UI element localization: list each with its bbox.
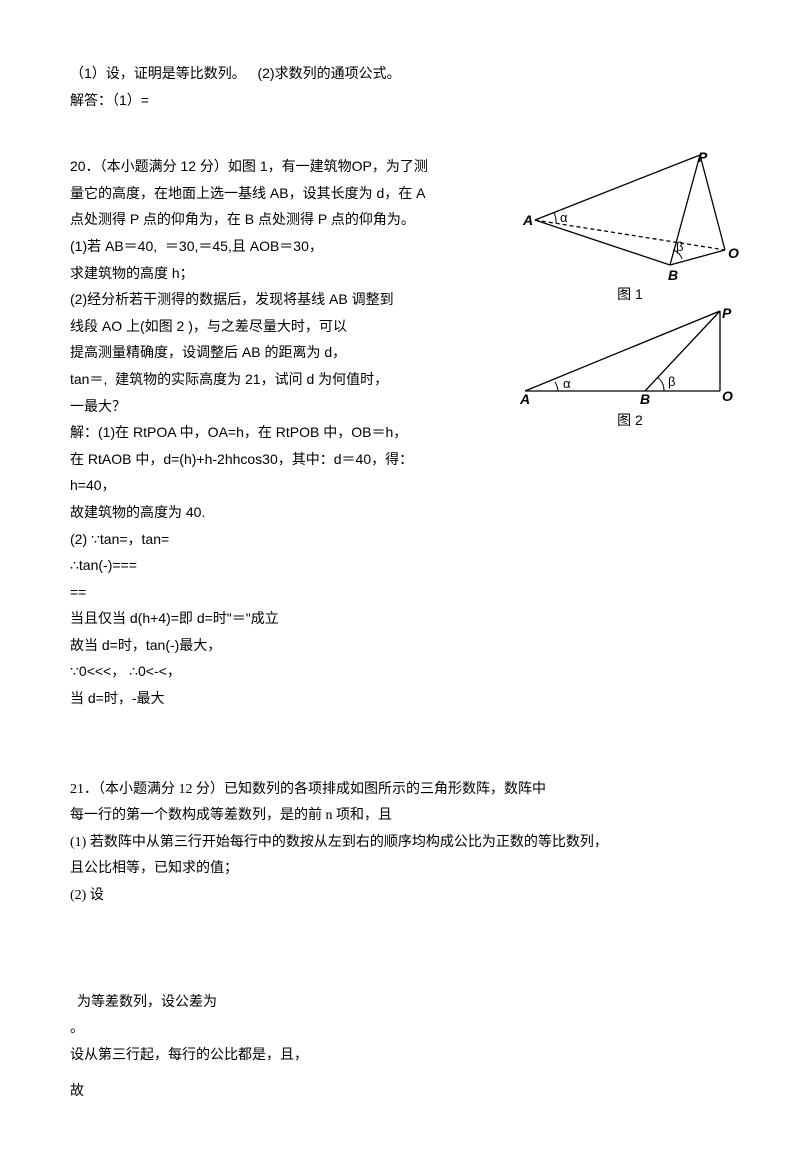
fig2-label-beta: β [668, 374, 675, 389]
fig1-label-B: B [668, 267, 678, 280]
fig1-label-P: P [698, 150, 708, 165]
spacer [70, 910, 730, 950]
fig2-lines [525, 311, 720, 391]
q21-l2: 每一行的第一个数构成等差数列，是的前 n 项和，且 [70, 803, 730, 830]
q20-l17: == [70, 579, 730, 606]
q19-part1: （1）设，证明是等比数列。 (2)求数列的通项公式。 [70, 60, 730, 87]
spacer [70, 712, 730, 752]
q21-l4: 且公比相等，已知求的值； [70, 856, 730, 883]
fig1-label-O: O [728, 245, 739, 261]
fig1-caption: 图 1 [520, 284, 740, 304]
q21-l5: (2) 设 [70, 883, 730, 910]
fig2-label-P: P [722, 306, 732, 321]
fig1-label-beta: β [676, 239, 683, 254]
q20-l12: 在 RtAOB 中，d=(h)+h-2hhcos30，其中：d＝40，得： [70, 446, 730, 473]
figures-container: A B O P α β 图 1 A B O P α β 图 2 [520, 150, 740, 430]
q20-l16: ∴tan(-)=== [70, 552, 730, 579]
q20-l14: 故建筑物的高度为 40. [70, 499, 730, 526]
ans21-l2: 。 [70, 1016, 730, 1043]
q20-l13: h=40， [70, 472, 730, 499]
spacer [70, 752, 730, 777]
q21-l3: (1) 若数阵中从第三行开始每行中的数按从左到右的顺序均构成公比为正数的等比数列… [70, 830, 730, 857]
fig1-label-alpha: α [560, 210, 568, 225]
q20-l15: (2) ∵tan=，tan= [70, 526, 730, 553]
q20-l21: 当 d=时，-最大 [70, 685, 730, 712]
q20-l18: 当且仅当 d(h+4)=即 d=时"＝"成立 [70, 605, 730, 632]
q20-l20: ∵0<<<， ∴0<-<， [70, 658, 730, 685]
spacer [70, 950, 730, 990]
spacer [70, 113, 730, 153]
fig1-label-A: A [522, 212, 533, 228]
ans21-l1: 为等差数列，设公差为 [70, 990, 730, 1017]
ans21-l3: 设从第三行起，每行的公比都是，且， [70, 1043, 730, 1070]
fig2-label-A: A [520, 391, 530, 406]
figure-1-svg: A B O P α β [520, 150, 740, 280]
fig2-label-O: O [722, 388, 733, 404]
page: （1）设，证明是等比数列。 (2)求数列的通项公式。 解答：（1）= 20．（本… [0, 0, 800, 1166]
spacer [70, 1069, 730, 1079]
q19-answer: 解答：（1）= [70, 87, 730, 114]
fig2-label-B: B [640, 391, 650, 406]
fig2-caption: 图 2 [520, 410, 740, 430]
figure-2-svg: A B O P α β [520, 306, 740, 406]
ans21-l4: 故 [70, 1079, 730, 1106]
q21-l1: 21．（本小题满分 12 分）已知数列的各项排成如图所示的三角形数阵，数阵中 [70, 777, 730, 804]
q20-l19: 故当 d=时，tan(-)最大， [70, 632, 730, 659]
fig2-label-alpha: α [563, 376, 571, 391]
